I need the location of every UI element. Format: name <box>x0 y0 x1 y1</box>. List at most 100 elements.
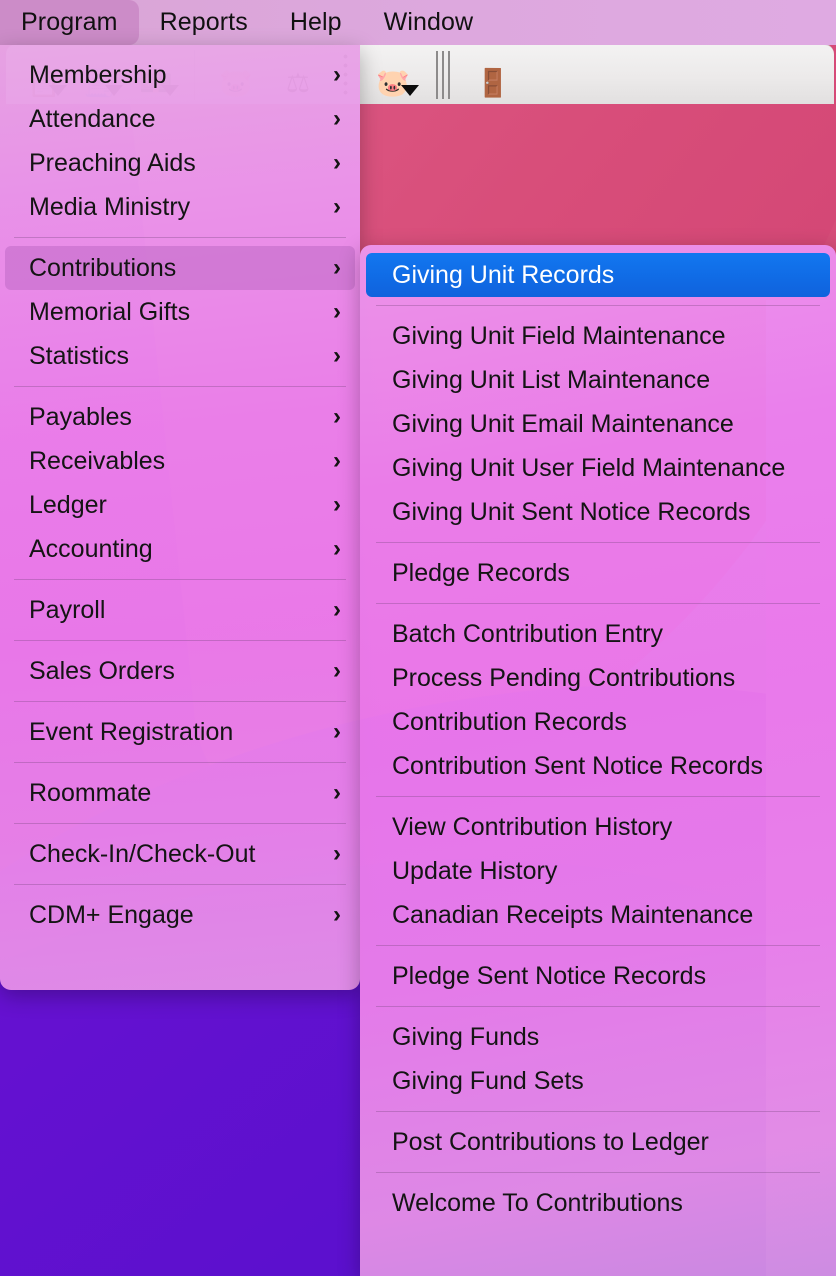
menubar-label: Program <box>21 8 118 36</box>
menu-item-label: Contribution Sent Notice Records <box>392 751 764 780</box>
menu-item-giving-unit-records[interactable]: Giving Unit Records <box>366 253 830 297</box>
menu-item-membership[interactable]: Membership › <box>5 53 355 97</box>
menu-item-sales-orders[interactable]: Sales Orders › <box>5 649 355 693</box>
chevron-right-icon: › <box>333 403 341 430</box>
chevron-right-icon: › <box>333 779 341 806</box>
menu-item-pledge-sent-notice-records[interactable]: Pledge Sent Notice Records <box>366 954 830 998</box>
menu-item-label: View Contribution History <box>392 812 673 841</box>
program-dropdown-menu: Membership › Attendance › Preaching Aids › Med… <box>0 45 360 990</box>
menubar-item-reports[interactable]: Reports <box>139 0 269 45</box>
toolbar-button-exit[interactable]: 🚪 <box>462 51 524 99</box>
menu-item-canadian-receipts-maintenance[interactable]: Canadian Receipts Maintenance <box>366 893 830 937</box>
menu-separator <box>14 640 346 641</box>
menu-item-label: Attendance <box>29 104 156 133</box>
menu-item-view-contribution-history[interactable]: View Contribution History <box>366 805 830 849</box>
menu-item-payables[interactable]: Payables › <box>5 395 355 439</box>
menu-item-payroll[interactable]: Payroll › <box>5 588 355 632</box>
menubar-label: Window <box>383 8 474 36</box>
menu-separator <box>376 1172 820 1173</box>
menubar-label: Help <box>289 8 342 36</box>
menu-item-ledger[interactable]: Ledger › <box>5 483 355 527</box>
menu-item-label: Payroll <box>29 595 106 624</box>
menu-item-label: Payables <box>29 402 132 431</box>
menu-item-batch-contribution-entry[interactable]: Batch Contribution Entry <box>366 612 830 656</box>
menu-item-cdm-engage[interactable]: CDM+ Engage › <box>5 893 355 937</box>
chevron-right-icon: › <box>333 61 341 88</box>
menu-item-label: Update History <box>392 856 558 885</box>
menubar-item-window[interactable]: Window <box>363 0 495 45</box>
menu-item-welcome-to-contributions[interactable]: Welcome To Contributions <box>366 1181 830 1225</box>
menu-item-label: Event Registration <box>29 717 234 746</box>
menu-item-memorial-gifts[interactable]: Memorial Gifts › <box>5 290 355 334</box>
chevron-right-icon: › <box>333 149 341 176</box>
chevron-down-icon[interactable] <box>401 84 419 96</box>
menu-item-event-registration[interactable]: Event Registration › <box>5 710 355 754</box>
chevron-right-icon: › <box>333 447 341 474</box>
menu-item-label: Accounting <box>29 534 153 563</box>
menu-separator <box>14 579 346 580</box>
menu-item-label: Membership <box>29 60 167 89</box>
menu-separator <box>14 884 346 885</box>
menu-item-attendance[interactable]: Attendance › <box>5 97 355 141</box>
menu-item-label: Giving Funds <box>392 1022 540 1051</box>
menu-item-label: Memorial Gifts <box>29 297 191 326</box>
menubar-item-help[interactable]: Help <box>269 0 363 45</box>
menu-item-label: Receivables <box>29 446 166 475</box>
menu-item-update-history[interactable]: Update History <box>366 849 830 893</box>
menu-item-giving-unit-sent-notice-records[interactable]: Giving Unit Sent Notice Records <box>366 490 830 534</box>
chevron-right-icon: › <box>333 193 341 220</box>
menubar-label: Reports <box>159 8 248 36</box>
menu-separator <box>376 305 820 306</box>
menu-item-label: Giving Unit Sent Notice Records <box>392 497 751 526</box>
chevron-right-icon: › <box>333 596 341 623</box>
chevron-right-icon: › <box>333 105 341 132</box>
menu-separator <box>14 762 346 763</box>
menu-item-giving-unit-list-maintenance[interactable]: Giving Unit List Maintenance <box>366 358 830 402</box>
menu-item-post-contributions-to-ledger[interactable]: Post Contributions to Ledger <box>366 1120 830 1164</box>
menu-separator <box>376 1006 820 1007</box>
toolbar-button-piggy-bank-dropdown[interactable]: 🐷 <box>362 51 424 99</box>
menu-bar: Program Reports Help Window <box>0 0 836 45</box>
menu-item-process-pending-contributions[interactable]: Process Pending Contributions <box>366 656 830 700</box>
menu-item-check-in-check-out[interactable]: Check-In/Check-Out › <box>5 832 355 876</box>
contributions-submenu: Giving Unit Records Giving Unit Field Mai… <box>360 245 836 1276</box>
menu-item-statistics[interactable]: Statistics › <box>5 334 355 378</box>
menubar-item-program[interactable]: Program <box>0 0 139 45</box>
menu-item-label: Batch Contribution Entry <box>392 619 663 648</box>
menu-item-label: Sales Orders <box>29 656 175 685</box>
menu-item-contribution-records[interactable]: Contribution Records <box>366 700 830 744</box>
menu-item-media-ministry[interactable]: Media Ministry › <box>5 185 355 229</box>
menu-item-label: Pledge Records <box>392 558 570 587</box>
menu-separator <box>14 386 346 387</box>
menu-item-giving-unit-field-maintenance[interactable]: Giving Unit Field Maintenance <box>366 314 830 358</box>
menu-item-label: CDM+ Engage <box>29 900 194 929</box>
menu-item-receivables[interactable]: Receivables › <box>5 439 355 483</box>
menu-separator <box>376 542 820 543</box>
menu-item-roommate[interactable]: Roommate › <box>5 771 355 815</box>
menu-item-label: Giving Unit User Field Maintenance <box>392 453 786 482</box>
menu-item-label: Process Pending Contributions <box>392 663 736 692</box>
menu-item-giving-unit-user-field-maintenance[interactable]: Giving Unit User Field Maintenance <box>366 446 830 490</box>
menu-item-label: Statistics <box>29 341 130 370</box>
menu-separator <box>14 701 346 702</box>
menu-item-contribution-sent-notice-records[interactable]: Contribution Sent Notice Records <box>366 744 830 788</box>
menu-item-pledge-records[interactable]: Pledge Records <box>366 551 830 595</box>
menu-separator <box>376 945 820 946</box>
toolbar-bars-separator <box>436 50 450 99</box>
menu-separator <box>14 823 346 824</box>
menu-item-label: Welcome To Contributions <box>392 1188 683 1217</box>
menu-item-label: Canadian Receipts Maintenance <box>392 900 754 929</box>
chevron-right-icon: › <box>333 535 341 562</box>
chevron-right-icon: › <box>333 840 341 867</box>
menu-item-preaching-aids[interactable]: Preaching Aids › <box>5 141 355 185</box>
exit-door-icon: 🚪 <box>476 67 510 98</box>
menu-item-giving-fund-sets[interactable]: Giving Fund Sets <box>366 1059 830 1103</box>
menu-item-contributions[interactable]: Contributions › <box>5 246 355 290</box>
menu-item-giving-funds[interactable]: Giving Funds <box>366 1015 830 1059</box>
menu-item-label: Contributions <box>29 253 177 282</box>
menu-item-accounting[interactable]: Accounting › <box>5 527 355 571</box>
chevron-right-icon: › <box>333 718 341 745</box>
menu-item-giving-unit-email-maintenance[interactable]: Giving Unit Email Maintenance <box>366 402 830 446</box>
chevron-right-icon: › <box>333 491 341 518</box>
menu-item-label: Giving Unit Email Maintenance <box>392 409 734 438</box>
